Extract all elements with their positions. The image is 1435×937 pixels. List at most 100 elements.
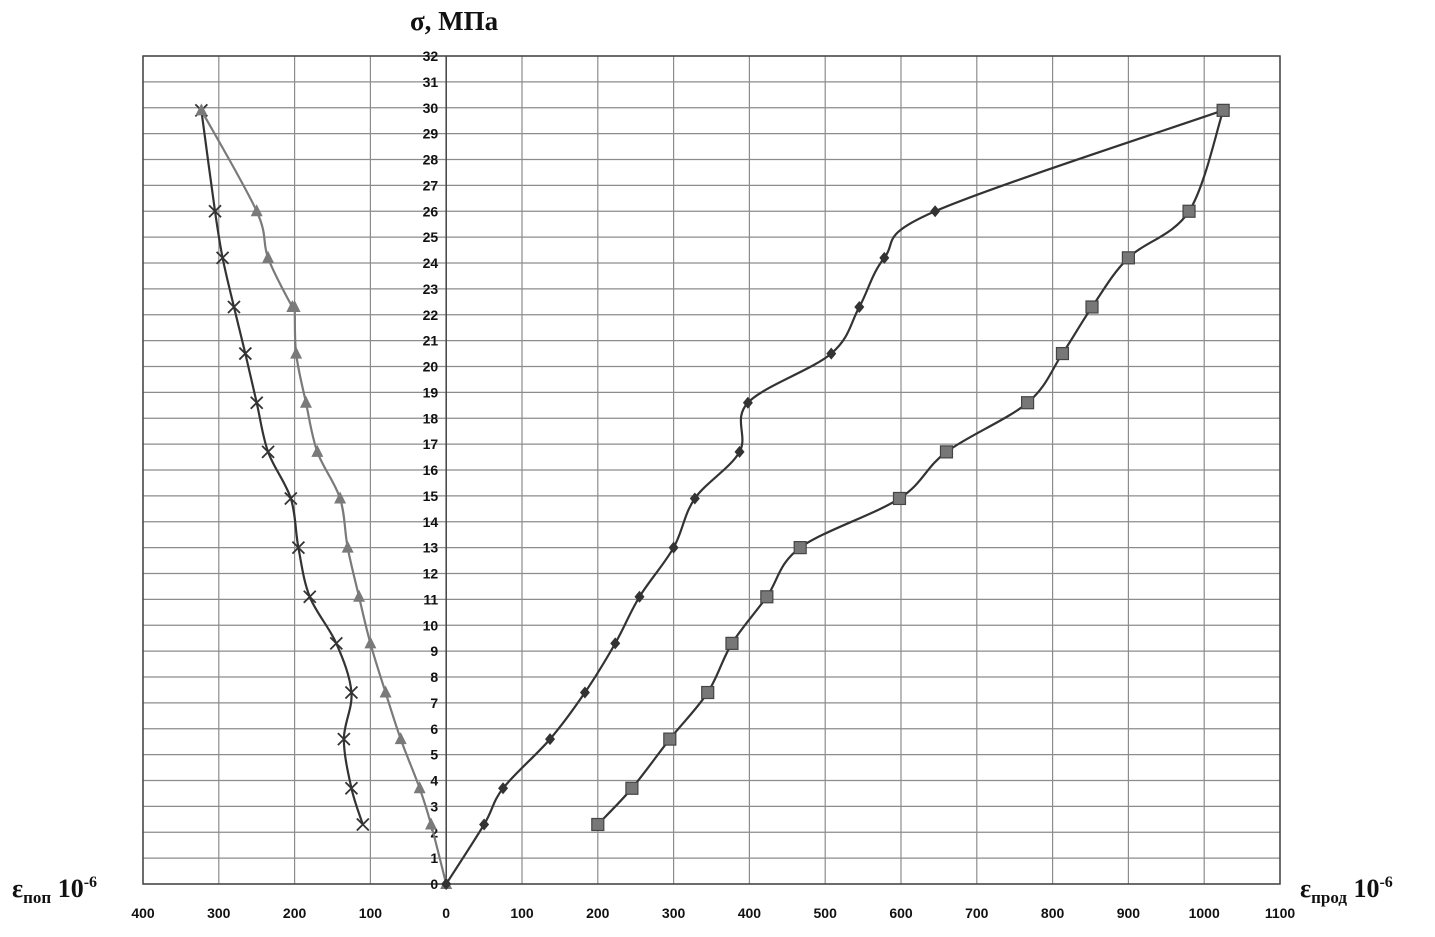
square-marker bbox=[701, 685, 715, 700]
cross-marker bbox=[284, 491, 298, 506]
diamond-marker bbox=[610, 637, 621, 650]
triangle-marker bbox=[262, 250, 275, 263]
x-tick-label: 0 bbox=[442, 905, 450, 921]
cross-marker bbox=[344, 685, 359, 700]
series-diamond bbox=[441, 104, 1229, 890]
triangle-marker bbox=[425, 817, 438, 830]
cross-stroke bbox=[356, 817, 370, 832]
cross-marker bbox=[261, 445, 275, 459]
x-tick-label: 400 bbox=[738, 905, 762, 921]
x-tick-label: 200 bbox=[586, 905, 610, 921]
cross-marker bbox=[227, 300, 241, 314]
x-tick-label: 500 bbox=[814, 905, 838, 921]
square-marker bbox=[1216, 103, 1230, 117]
y-axis-label: σ, МПа bbox=[410, 6, 499, 36]
triangle-marker bbox=[341, 540, 354, 553]
x-tick-label: 1000 bbox=[1189, 905, 1220, 921]
diamond-marker bbox=[734, 445, 745, 458]
y-tick-label: 1 bbox=[430, 850, 438, 866]
cross-marker bbox=[215, 251, 230, 265]
y-tick-label: 9 bbox=[430, 643, 438, 659]
triangle-marker bbox=[353, 589, 366, 602]
cross-stroke bbox=[291, 540, 306, 555]
y-tick-label: 4 bbox=[430, 773, 438, 789]
series-line-square bbox=[596, 109, 1225, 826]
x-tick-label: 1100 bbox=[1265, 905, 1296, 921]
triangle-marker bbox=[413, 781, 426, 794]
triangle-marker bbox=[364, 636, 377, 649]
y-tick-label: 11 bbox=[423, 591, 438, 607]
diamond-marker bbox=[579, 686, 590, 699]
cross-marker bbox=[329, 636, 343, 650]
x-tick-label: 900 bbox=[1117, 905, 1141, 921]
diamond-marker bbox=[441, 878, 452, 890]
triangle-marker bbox=[394, 732, 407, 745]
y-tick-label: 21 bbox=[423, 333, 439, 349]
cross-stroke bbox=[238, 346, 252, 361]
cross-stroke bbox=[337, 732, 351, 746]
square-marker bbox=[1085, 300, 1099, 314]
cross-marker bbox=[238, 346, 252, 361]
series-line-diamond bbox=[445, 109, 1224, 885]
cross-marker bbox=[208, 204, 222, 218]
y-tick-label: 18 bbox=[423, 410, 439, 426]
diamond-marker bbox=[479, 818, 490, 831]
cross-marker bbox=[303, 590, 317, 604]
cross-stroke bbox=[344, 781, 359, 795]
diamond-marker bbox=[930, 205, 941, 218]
triangle-marker bbox=[290, 346, 303, 359]
square-marker bbox=[1020, 396, 1035, 410]
cross-marker bbox=[356, 817, 370, 832]
triangle-marker bbox=[250, 204, 263, 217]
triangle-marker bbox=[299, 395, 312, 408]
y-tick-label: 26 bbox=[423, 203, 439, 219]
triangle-marker bbox=[334, 491, 347, 504]
y-tick-label: 20 bbox=[423, 359, 439, 375]
triangle-marker bbox=[311, 444, 324, 457]
square-marker bbox=[725, 636, 739, 650]
x-tick-label: 100 bbox=[359, 905, 383, 921]
y-tick-label: 16 bbox=[423, 462, 439, 478]
y-tick-label: 28 bbox=[423, 152, 439, 168]
cross-stroke bbox=[344, 685, 359, 700]
square-marker bbox=[1121, 251, 1136, 265]
diamond-marker bbox=[498, 782, 509, 795]
y-tick-label: 17 bbox=[423, 436, 439, 452]
square-marker bbox=[892, 491, 907, 506]
diamond-marker bbox=[879, 251, 890, 264]
x-axis-label-left: εпоп 10-6 bbox=[12, 874, 97, 907]
square-marker bbox=[760, 590, 774, 604]
triangle-marker bbox=[286, 299, 299, 312]
y-tick-label: 7 bbox=[430, 695, 438, 711]
square-marker bbox=[793, 541, 807, 555]
cross-stroke bbox=[329, 636, 343, 650]
cross-marker bbox=[250, 396, 264, 410]
diamond-marker bbox=[668, 541, 679, 554]
cross-stroke bbox=[227, 300, 241, 314]
square-marker bbox=[1055, 346, 1070, 361]
y-tick-label: 27 bbox=[423, 177, 439, 193]
x-axis-label-right: εпрод 10-6 bbox=[1300, 874, 1393, 907]
x-tick-label: 800 bbox=[1041, 905, 1065, 921]
triangle-marker bbox=[195, 103, 208, 116]
cross-marker bbox=[337, 732, 351, 746]
cross-marker bbox=[291, 540, 306, 555]
cross-stroke bbox=[250, 396, 264, 410]
grid bbox=[142, 55, 1281, 885]
diamond-marker bbox=[854, 300, 865, 313]
y-tick-label: 22 bbox=[423, 307, 439, 323]
cross-stroke bbox=[261, 445, 275, 459]
triangle-marker bbox=[379, 685, 392, 698]
y-tick-label: 13 bbox=[423, 540, 439, 556]
y-tick-label: 3 bbox=[430, 798, 438, 814]
x-tick-label: 300 bbox=[662, 905, 686, 921]
y-tick-label: 2 bbox=[430, 824, 438, 840]
cross-stroke bbox=[208, 204, 222, 218]
y-tick-label: 10 bbox=[423, 617, 439, 633]
y-tick-label: 15 bbox=[423, 488, 439, 504]
square-marker bbox=[663, 732, 677, 746]
y-tick-label: 32 bbox=[423, 48, 439, 64]
x-tick-label: 700 bbox=[965, 905, 989, 921]
square-marker bbox=[1182, 204, 1196, 218]
